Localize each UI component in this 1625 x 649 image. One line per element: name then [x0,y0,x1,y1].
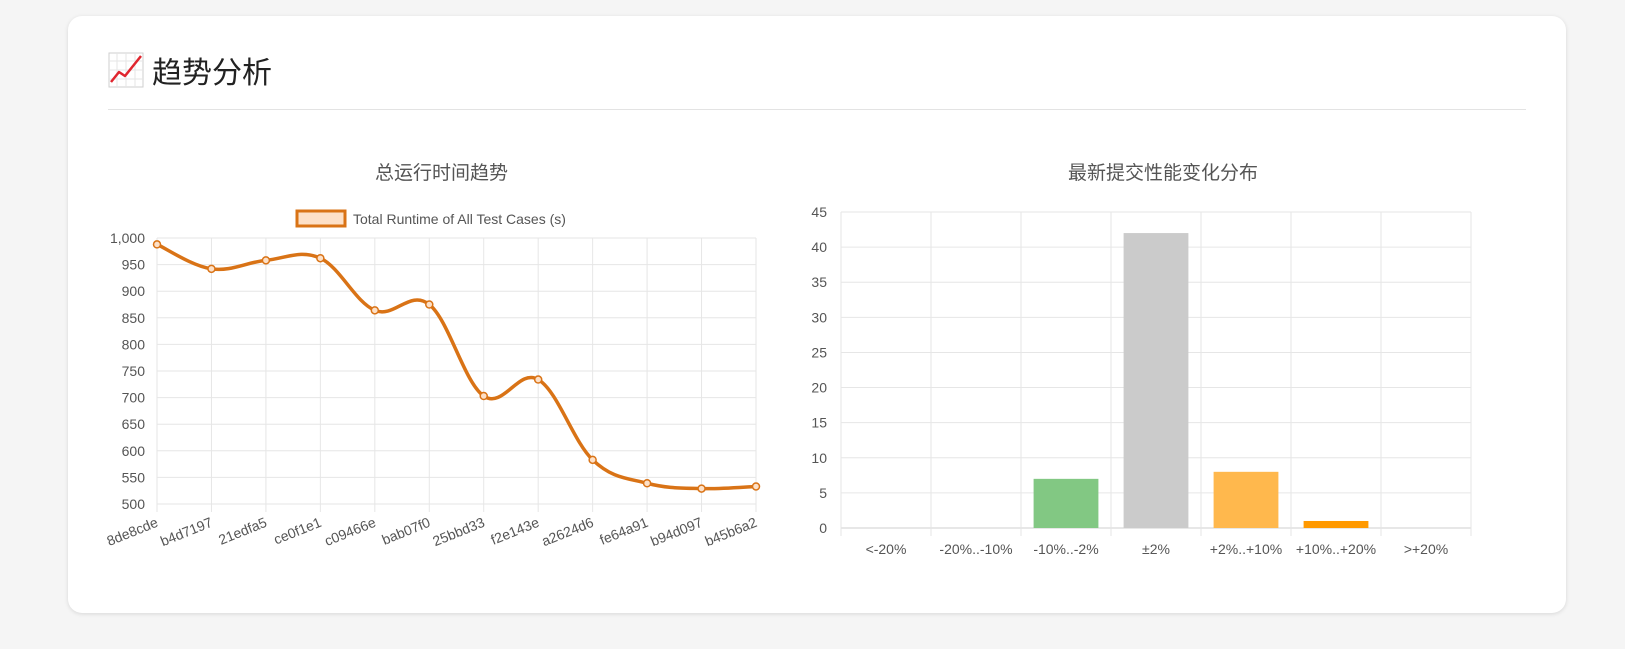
y-tick-label: 500 [122,496,146,512]
data-point[interactable] [642,479,652,488]
data-point[interactable] [207,264,216,274]
divider [108,109,1526,110]
section-header: 趋势分析 [108,48,272,92]
y-tick-label: 5 [819,485,827,501]
y-tick-label: 600 [122,443,146,459]
y-tick-label: 950 [122,257,146,273]
x-tick-label: c09466e [322,514,378,549]
series-line [156,242,757,491]
data-point[interactable] [479,391,488,401]
x-tick-label: b4d7197 [158,514,215,549]
data-point[interactable] [261,256,271,265]
y-tick-label: 0 [819,520,827,536]
x-tick-label: +10%..+20% [1296,541,1376,557]
bar[interactable] [1213,471,1279,528]
data-point[interactable] [533,375,543,384]
y-tick-label: 10 [811,450,827,466]
bar[interactable] [1303,520,1369,528]
x-tick-label: 8de8cde [104,514,160,549]
x-tick-label: ±2% [1142,541,1170,557]
y-tick-label: 800 [122,336,146,352]
y-tick-label: 650 [122,416,146,432]
y-tick-label: 850 [122,310,146,326]
y-tick-label: 750 [122,363,146,379]
x-tick-label: -20%..-10% [939,541,1012,557]
section-title: 趋势分析 [152,56,272,91]
line-grid [156,237,757,512]
data-point[interactable] [751,482,761,491]
x-tick-label: ce0f1e1 [271,514,323,548]
line-legend[interactable]: Total Runtime of All Test Cases (s) [295,209,566,228]
legend-swatch [295,209,347,228]
bar[interactable] [1033,478,1099,528]
y-tick-label: 45 [811,204,827,220]
x-tick-label: 25bbd33 [430,514,487,549]
data-point[interactable] [425,300,434,309]
line-chart-title: 总运行时间趋势 [374,162,508,184]
x-tick-label: f2e143e [488,514,541,548]
bar-chart-title: 最新提交性能变化分布 [1067,162,1258,184]
y-tick-label: 40 [811,239,827,255]
x-tick-label: +2%..+10% [1210,541,1282,557]
x-tick-label: >+20% [1404,541,1448,557]
data-point[interactable] [152,240,162,249]
bar[interactable] [1123,233,1189,529]
y-tick-label: 1,000 [110,230,145,246]
legend-label: Total Runtime of All Test Cases (s) [353,211,566,227]
data-point[interactable] [588,455,597,465]
trend-analysis-card: 趋势分析 总运行时间趋势 最新提交性能变化分布 [68,16,1566,613]
x-tick-label: b94d097 [648,514,705,549]
line-chart: Total Runtime of All Test Cases (s) 500 55… [104,209,761,549]
y-tick-label: 35 [811,274,827,290]
y-tick-label: 550 [122,469,146,485]
chart-increasing-icon [108,52,144,88]
data-point[interactable] [697,484,706,493]
x-tick-label: 21edfa5 [216,514,269,548]
x-tick-label: <-20% [866,541,907,557]
x-tick-label: bab07f0 [379,514,432,548]
x-tick-label: b45b6a2 [703,514,760,549]
y-tick-label: 25 [811,344,827,360]
x-tick-label: -10%..-2% [1033,541,1098,557]
y-tick-label: 15 [811,415,827,431]
data-point[interactable] [316,253,325,263]
y-tick-label: 20 [811,380,827,396]
bar-chart: 0 5 10 15 20 25 30 35 40 45 <-20% -20%..-10% -10%..-… [811,204,1472,557]
y-tick-label: 30 [811,309,827,325]
y-tick-label: 900 [122,283,146,299]
y-tick-label: 700 [122,390,146,406]
data-point[interactable] [370,306,380,315]
x-tick-label: fe64a91 [597,514,650,548]
x-tick-label: a2624d6 [539,514,596,549]
